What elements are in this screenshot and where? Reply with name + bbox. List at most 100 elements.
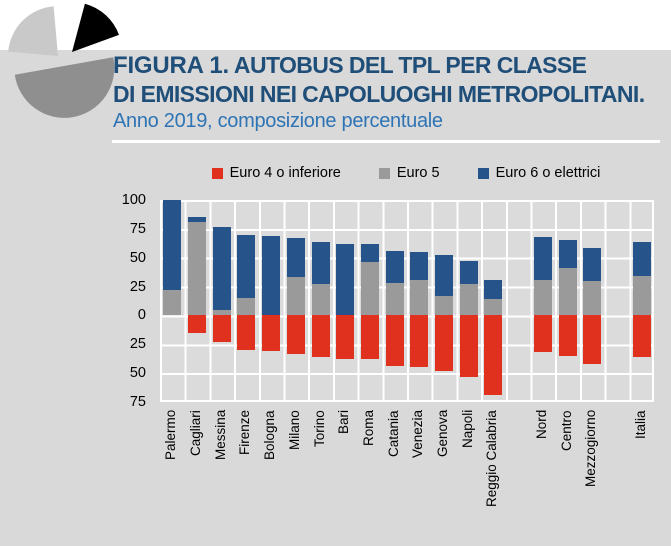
bar-centro	[558, 200, 577, 402]
segment-euro6	[410, 251, 429, 280]
segment-euro5	[459, 284, 478, 316]
legend-item: Euro 6 o elettrici	[477, 165, 600, 181]
bar-bologna	[262, 200, 281, 402]
legend-label: Euro 5	[396, 165, 440, 181]
segment-euro6	[237, 234, 256, 299]
legend-swatch-icon	[211, 167, 223, 179]
bar-nord	[533, 200, 552, 402]
x-tick-label: Centro	[558, 410, 574, 451]
y-axis: 100 75 50 25 0 25 50 75	[108, 192, 154, 410]
y-tick-label: 100	[121, 192, 146, 208]
logo-light-slice	[8, 6, 58, 56]
x-tick-label: Reggio Calabria	[484, 410, 500, 507]
legend-swatch-icon	[477, 167, 489, 179]
segment-euro6	[163, 200, 182, 291]
bar-italia	[632, 200, 651, 402]
segment-euro6	[188, 217, 207, 222]
segment-euro5	[385, 283, 404, 316]
bar-firenze	[237, 200, 256, 402]
y-tick-label: 25	[129, 336, 146, 353]
x-tick-label: Genova	[435, 410, 451, 458]
bar-napoli	[459, 200, 478, 402]
logo-black-slice	[72, 3, 119, 52]
legend-label: Euro 4 o inferiore	[229, 165, 341, 181]
bar-reggio-calabria	[484, 200, 503, 402]
segment-euro6	[336, 243, 355, 316]
bar-catania	[385, 200, 404, 402]
segment-euro5	[558, 268, 577, 316]
segment-euro5	[311, 284, 330, 316]
segment-euro5	[583, 280, 602, 316]
bar-milano	[286, 200, 305, 402]
bar-torino	[311, 200, 330, 402]
segment-euro6	[484, 279, 503, 300]
logo-dark-slice	[14, 57, 115, 118]
figure-header: FIGURA 1. AUTOBUS DEL TPL PER CLASSE DI …	[113, 51, 669, 134]
segment-euro4	[435, 315, 454, 371]
segment-euro4	[188, 315, 207, 333]
segment-euro5	[360, 262, 379, 316]
y-tick-label: 0	[137, 307, 146, 324]
x-tick-label: Milano	[286, 410, 302, 450]
segment-euro5	[435, 295, 454, 316]
segment-euro4	[558, 315, 577, 356]
segment-euro5	[410, 279, 429, 316]
y-tick-label: 50	[129, 249, 146, 266]
figure-title-part1: AUTOBUS DEL TPL PER CLASSE	[229, 52, 587, 78]
bar-genova	[435, 200, 454, 402]
header-underline	[112, 140, 660, 143]
segment-euro6	[435, 255, 454, 296]
x-tick-label: Nord	[533, 410, 549, 440]
x-tick-label: Torino	[311, 410, 327, 447]
x-tick-label: Roma	[360, 410, 376, 447]
x-tick-label: Messina	[212, 410, 228, 461]
bar-palermo	[163, 200, 182, 402]
segment-euro6	[583, 248, 602, 281]
figure-subtitle: Anno 2019, composizione percentuale	[113, 110, 443, 132]
segment-euro4	[311, 315, 330, 357]
segment-euro5	[484, 299, 503, 316]
segment-euro6	[632, 241, 651, 277]
segment-euro6	[360, 243, 379, 263]
segment-euro5	[286, 277, 305, 316]
y-tick-label: 75	[129, 393, 146, 410]
x-tick-label: Mezzogiorno	[583, 410, 599, 488]
figure-title-line1: FIGURA 1. AUTOBUS DEL TPL PER CLASSE	[113, 51, 669, 80]
x-tick-label: Bologna	[262, 410, 278, 460]
x-tick-label: Italia	[632, 410, 648, 439]
y-tick-label: 25	[129, 278, 146, 295]
segment-euro6	[212, 226, 231, 310]
x-tick-label: Cagliari	[188, 410, 204, 456]
x-tick-label: Catania	[385, 410, 401, 457]
segment-euro4	[484, 315, 503, 396]
y-tick-label: 50	[129, 365, 146, 382]
segment-euro5	[212, 309, 231, 316]
segment-euro4	[286, 315, 305, 354]
legend-item: Euro 4 o inferiore	[211, 165, 341, 181]
figure-number: FIGURA 1.	[113, 52, 229, 79]
pie-chart-logo-icon	[8, 3, 119, 118]
segment-euro4	[212, 315, 231, 342]
segment-euro6	[311, 241, 330, 285]
x-tick-label: Napoli	[459, 410, 475, 449]
bar-venezia	[410, 200, 429, 402]
bar-cagliari	[188, 200, 207, 402]
bar-mezzogiorno	[583, 200, 602, 402]
legend-item: Euro 5	[378, 165, 440, 181]
segment-euro6	[286, 238, 305, 278]
segment-euro4	[632, 315, 651, 357]
segment-euro6	[262, 235, 281, 316]
plot-area	[160, 200, 654, 402]
segment-euro4	[360, 315, 379, 360]
bar-messina	[212, 200, 231, 402]
segment-euro4	[459, 315, 478, 377]
chart-legend: Euro 4 o inferiore Euro 5 Euro 6 o elettri…	[150, 165, 662, 181]
x-tick-label: Venezia	[410, 410, 426, 459]
segment-euro5	[237, 298, 256, 316]
segment-euro6	[385, 250, 404, 284]
x-tick-label: Firenze	[237, 410, 253, 456]
segment-euro4	[237, 315, 256, 351]
segment-euro4	[385, 315, 404, 367]
segment-euro6	[533, 236, 552, 280]
